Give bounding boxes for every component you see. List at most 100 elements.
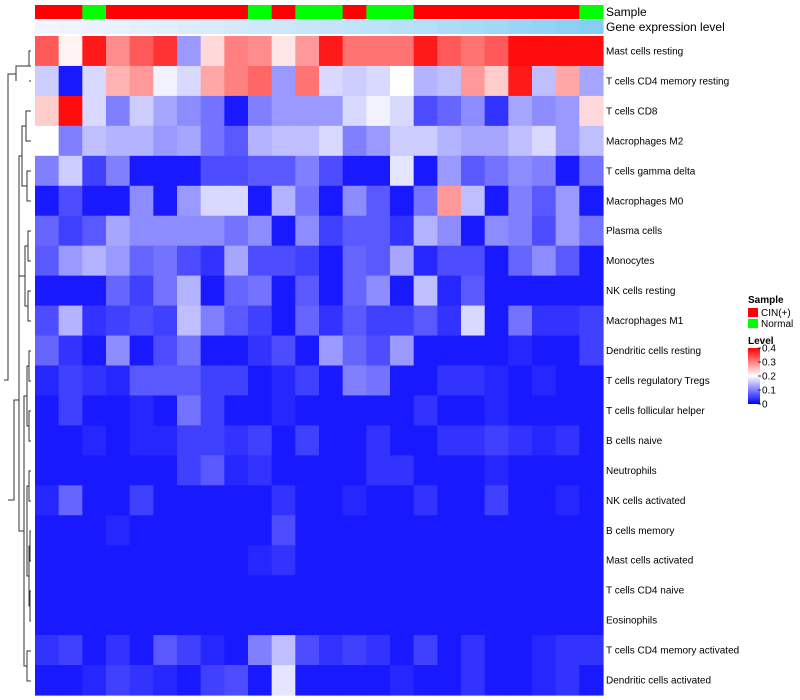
heatmap-cell [224, 185, 249, 217]
heatmap-cell [366, 425, 391, 456]
heatmap-cell [271, 485, 296, 516]
expression-annotation-cell [579, 20, 604, 34]
heatmap-cell [82, 425, 107, 456]
heatmap-cell [532, 665, 557, 696]
heatmap-cell [129, 275, 154, 307]
heatmap-cell [484, 365, 509, 397]
heatmap-cell [271, 95, 296, 127]
heatmap-cell [508, 575, 533, 606]
heatmap-cell [200, 485, 225, 516]
heatmap-cell [508, 185, 533, 217]
heatmap-cell [579, 545, 604, 576]
heatmap-cell [508, 365, 533, 397]
heatmap-cell [555, 95, 580, 127]
heatmap-cell [106, 65, 131, 97]
heatmap-cell [484, 95, 509, 127]
heatmap-cell [484, 125, 509, 157]
heatmap-cell [366, 155, 391, 187]
heatmap-cell [508, 665, 533, 696]
heatmap-cell [366, 635, 391, 666]
heatmap-cell [295, 65, 320, 97]
heatmap-cell [413, 365, 438, 397]
heatmap-cell [555, 605, 580, 636]
heatmap-cell [413, 125, 438, 157]
heatmap-cell [366, 545, 391, 576]
heatmap-cell [177, 665, 202, 696]
heatmap-cell [484, 275, 509, 307]
heatmap-cell [248, 575, 273, 606]
heatmap-cell [271, 335, 296, 367]
heatmap-cell [366, 485, 391, 516]
heatmap-cell [129, 365, 154, 397]
heatmap-cell [342, 65, 367, 97]
sample-annotation-cell [342, 5, 367, 19]
heatmap-cell [106, 395, 131, 426]
heatmap-cell [200, 65, 225, 97]
heatmap-cell [129, 665, 154, 696]
heatmap-cell [35, 485, 60, 516]
heatmap-cell [319, 395, 344, 426]
sample-annotation-cell [177, 5, 202, 19]
heatmap-cell [200, 665, 225, 696]
heatmap-cell [248, 335, 273, 367]
heatmap-cell [106, 305, 131, 337]
heatmap-cell [200, 36, 225, 67]
heatmap-cell [555, 125, 580, 157]
heatmap-cell [248, 545, 273, 576]
heatmap-cell [177, 275, 202, 307]
sample-annotation-cell [508, 5, 533, 19]
heatmap-cell [153, 305, 178, 337]
legend-level-ticks: 0.4 0.3 0.2 0.1 0 [758, 344, 776, 411]
heatmap-cell [437, 155, 462, 187]
heatmap-cell [82, 155, 107, 187]
dendrogram-branch [28, 410, 31, 442]
heatmap-cell [484, 665, 509, 696]
heatmap-cell [532, 65, 557, 97]
row-label: T cells regulatory Tregs [606, 376, 710, 387]
heatmap-cell [319, 635, 344, 666]
heatmap-cell [413, 95, 438, 127]
heatmap-cell [177, 245, 202, 277]
heatmap-cell [461, 305, 486, 337]
heatmap-cell [437, 275, 462, 307]
heatmap-cell [579, 275, 604, 307]
heatmap-cell [177, 305, 202, 337]
heatmap-cell [342, 36, 367, 67]
heatmap-cell [106, 635, 131, 666]
heatmap-cell [342, 455, 367, 486]
heatmap-cell [58, 245, 83, 277]
heatmap-cell [153, 515, 178, 546]
heatmap-cell [319, 245, 344, 277]
dendrogram-branch [26, 485, 29, 577]
heatmap-cell [484, 485, 509, 516]
heatmap-cell [224, 635, 249, 666]
heatmap-cell [484, 425, 509, 456]
heatmap-cell [295, 575, 320, 606]
heatmap-cell [248, 36, 273, 67]
heatmap-cell [579, 665, 604, 696]
heatmap-cell [366, 605, 391, 636]
row-label: T cells CD4 memory activated [606, 646, 739, 657]
heatmap-cell [342, 155, 367, 187]
sample-annotation-cell [555, 5, 580, 19]
heatmap-cell [271, 185, 296, 217]
sample-annotation-cell [484, 5, 509, 19]
heatmap-cell [271, 36, 296, 67]
heatmap-cell [177, 335, 202, 367]
heatmap-cell [35, 515, 60, 546]
heatmap-cell [437, 425, 462, 456]
legend-tick-label: 0.4 [762, 344, 776, 355]
row-label: T cells gamma delta [606, 166, 696, 177]
heatmap-cell [248, 455, 273, 486]
heatmap-cell [200, 605, 225, 636]
dendrogram-branch [28, 50, 31, 67]
dendrogram-branch [25, 110, 31, 142]
heatmap-cell [224, 515, 249, 546]
heatmap-cell [153, 125, 178, 157]
heatmap-cell [177, 215, 202, 247]
heatmap-cell [342, 545, 367, 576]
heatmap-cell [106, 545, 131, 576]
heatmap-cell [248, 155, 273, 187]
row-label: NK cells activated [606, 496, 685, 507]
heatmap-cell [295, 365, 320, 397]
